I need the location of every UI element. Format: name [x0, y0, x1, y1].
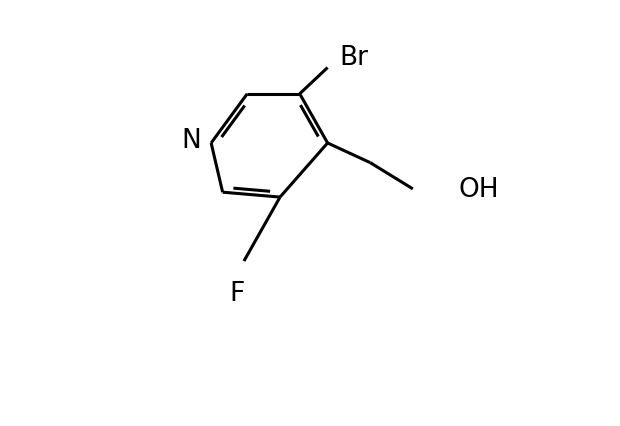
Text: F: F [230, 281, 245, 307]
Text: N: N [182, 128, 202, 154]
Text: OH: OH [459, 176, 500, 202]
Text: Br: Br [339, 45, 368, 71]
